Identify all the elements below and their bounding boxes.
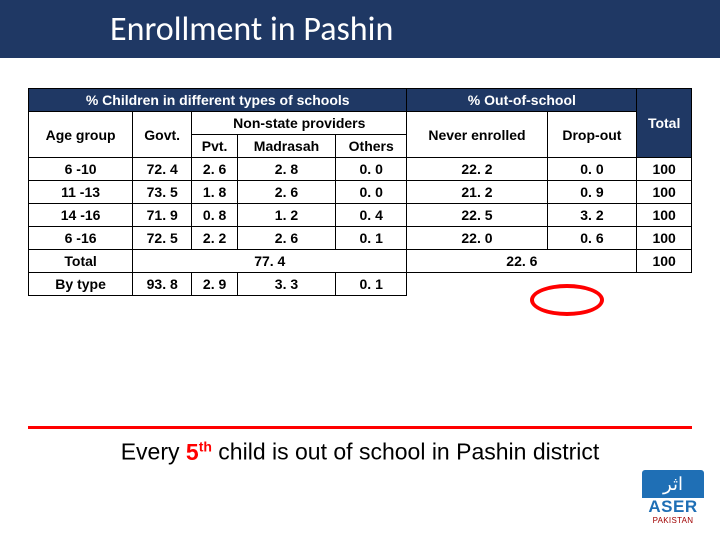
table-row: 6 -1072. 42. 62. 80. 022. 20. 0100	[29, 158, 692, 181]
bytype-row: By type 93. 8 2. 9 3. 3 0. 1	[29, 273, 692, 296]
cell-total: 100	[637, 204, 692, 227]
cell-dropout: 3. 2	[547, 204, 637, 227]
logo-bot: PAKISTAN	[642, 516, 704, 525]
cell-others: 0. 4	[336, 204, 407, 227]
cell-age: 6 -16	[29, 227, 133, 250]
red-divider	[28, 426, 692, 429]
total-outofschool: 22. 6	[407, 250, 637, 273]
hdr-pvt: Pvt.	[192, 135, 238, 158]
cell-govt: 73. 5	[133, 181, 192, 204]
total-total: 100	[637, 250, 692, 273]
cell-madrasah: 1. 2	[237, 204, 335, 227]
hdr-nonstate: Non-state providers	[192, 112, 407, 135]
cell-govt: 72. 5	[133, 227, 192, 250]
hdr-inschool: % Children in different types of schools	[29, 89, 407, 112]
cell-others: 0. 0	[336, 158, 407, 181]
cell-never: 22. 2	[407, 158, 547, 181]
cell-madrasah: 2. 6	[237, 181, 335, 204]
bytype-label: By type	[29, 273, 133, 296]
footer-post: child is out of school in Pashin distric…	[212, 439, 599, 465]
cell-govt: 72. 4	[133, 158, 192, 181]
bytype-others: 0. 1	[336, 273, 407, 296]
cell-others: 0. 0	[336, 181, 407, 204]
hdr-dropout: Drop-out	[547, 112, 637, 158]
bytype-pvt: 2. 9	[192, 273, 238, 296]
cell-pvt: 2. 6	[192, 158, 238, 181]
enrollment-table: % Children in different types of schools…	[28, 88, 692, 296]
cell-never: 21. 2	[407, 181, 547, 204]
cell-total: 100	[637, 158, 692, 181]
cell-dropout: 0. 0	[547, 158, 637, 181]
header-row-1: % Children in different types of schools…	[29, 89, 692, 112]
total-row: Total 77. 4 22. 6 100	[29, 250, 692, 273]
hdr-madrasah: Madrasah	[237, 135, 335, 158]
cell-others: 0. 1	[336, 227, 407, 250]
cell-age: 6 -10	[29, 158, 133, 181]
cell-pvt: 1. 8	[192, 181, 238, 204]
table-row: 14 -1671. 90. 81. 20. 422. 53. 2100	[29, 204, 692, 227]
bytype-govt: 93. 8	[133, 273, 192, 296]
cell-madrasah: 2. 8	[237, 158, 335, 181]
cell-govt: 71. 9	[133, 204, 192, 227]
cell-total: 100	[637, 181, 692, 204]
hdr-others: Others	[336, 135, 407, 158]
cell-never: 22. 5	[407, 204, 547, 227]
table-row: 6 -1672. 52. 22. 60. 122. 00. 6100	[29, 227, 692, 250]
title-bar: Enrollment in Pashin	[0, 0, 720, 58]
footer-text: Every 5th child is out of school in Pash…	[0, 438, 720, 466]
footer-red: 5th	[186, 439, 212, 465]
cell-dropout: 0. 6	[547, 227, 637, 250]
cell-pvt: 0. 8	[192, 204, 238, 227]
cell-never: 22. 0	[407, 227, 547, 250]
footer-pre: Every	[121, 439, 186, 465]
table-container: % Children in different types of schools…	[28, 88, 692, 296]
cell-dropout: 0. 9	[547, 181, 637, 204]
total-label: Total	[29, 250, 133, 273]
total-inschool: 77. 4	[133, 250, 407, 273]
hdr-age: Age group	[29, 112, 133, 158]
table-row: 11 -1373. 51. 82. 60. 021. 20. 9100	[29, 181, 692, 204]
hdr-govt: Govt.	[133, 112, 192, 158]
cell-pvt: 2. 2	[192, 227, 238, 250]
cell-madrasah: 2. 6	[237, 227, 335, 250]
hdr-outofschool: % Out-of-school	[407, 89, 637, 112]
logo-urdu: اثر	[642, 470, 704, 498]
hdr-never: Never enrolled	[407, 112, 547, 158]
page-title: Enrollment in Pashin	[110, 9, 393, 50]
cell-age: 11 -13	[29, 181, 133, 204]
bytype-empty	[407, 273, 692, 296]
header-row-2: Age group Govt. Non-state providers Neve…	[29, 112, 692, 135]
cell-total: 100	[637, 227, 692, 250]
logo-mid: ASER	[642, 498, 704, 516]
aser-logo: اثر ASER PAKISTAN	[642, 470, 704, 530]
hdr-total: Total	[637, 89, 692, 158]
bytype-madrasah: 3. 3	[237, 273, 335, 296]
cell-age: 14 -16	[29, 204, 133, 227]
